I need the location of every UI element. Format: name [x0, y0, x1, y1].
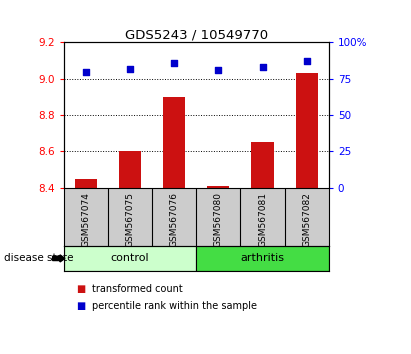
FancyBboxPatch shape [196, 246, 329, 271]
Text: GSM567081: GSM567081 [258, 192, 267, 247]
Text: ■: ■ [76, 301, 85, 311]
Text: GSM567075: GSM567075 [125, 192, 134, 247]
Bar [163, 97, 185, 188]
Point [171, 60, 178, 65]
Text: GSM567080: GSM567080 [214, 192, 223, 247]
Bar [252, 142, 274, 188]
Point [83, 69, 89, 74]
Point [303, 58, 310, 64]
Point [259, 64, 266, 70]
Point [215, 67, 222, 73]
Bar [119, 152, 141, 188]
Text: GSM567082: GSM567082 [302, 192, 311, 247]
Point [127, 66, 133, 72]
Text: arthritis: arthritis [240, 253, 284, 263]
Title: GDS5243 / 10549770: GDS5243 / 10549770 [125, 28, 268, 41]
Bar [296, 73, 318, 188]
Text: disease state: disease state [4, 253, 74, 263]
Text: percentile rank within the sample: percentile rank within the sample [92, 301, 257, 311]
Text: transformed count: transformed count [92, 284, 183, 293]
Text: GSM567076: GSM567076 [170, 192, 179, 247]
Text: GSM567074: GSM567074 [81, 192, 90, 247]
FancyBboxPatch shape [64, 246, 196, 271]
Bar [207, 186, 229, 188]
Text: control: control [111, 253, 149, 263]
Text: ■: ■ [76, 284, 85, 293]
Bar [75, 178, 97, 188]
